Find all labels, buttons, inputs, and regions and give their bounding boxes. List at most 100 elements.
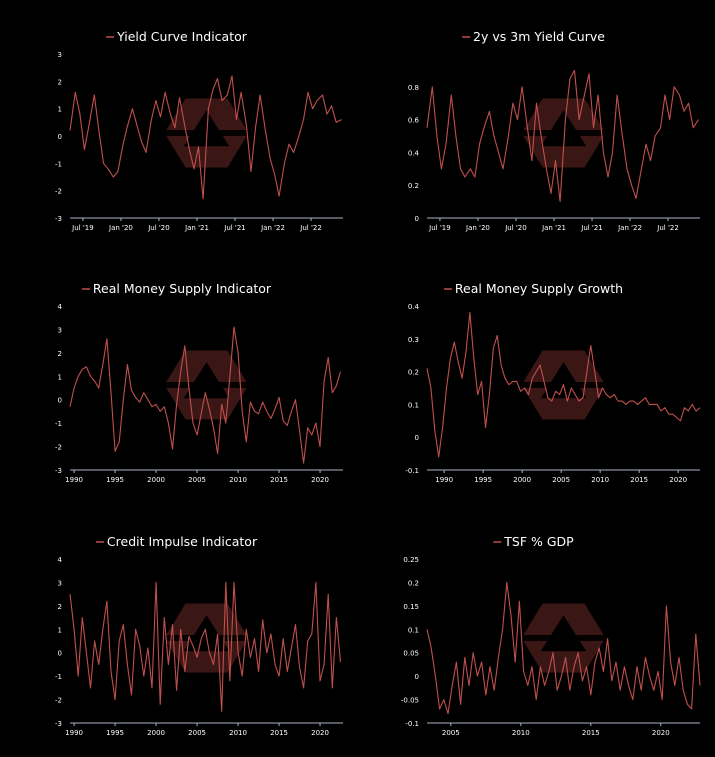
x-tick-label: 2015 <box>270 476 288 484</box>
chart-title: TSF % GDP <box>493 534 574 549</box>
series-line-real-money-supply-growth <box>426 312 701 458</box>
hexagon-arrow-logo <box>521 98 606 168</box>
y-tick-label: 2 <box>58 603 62 611</box>
x-tick-label: 2010 <box>229 476 247 484</box>
y-tick-label: -3 <box>55 467 62 475</box>
chart-title: Credit Impulse Indicator <box>95 534 258 549</box>
series-line-real-money-supply-indicator <box>69 326 342 464</box>
x-tick-label: 2010 <box>512 729 530 737</box>
y-tick-label: 0.4 <box>408 149 420 157</box>
x-tick-label: Jan '22 <box>260 224 285 232</box>
chart-svg: Real Money Supply Growth 0.4 0.3 0.2 0.1 0 -0.… <box>405 281 701 484</box>
y-tick-label: 0.6 <box>408 117 420 125</box>
chart-panel-yield-curve-indicator: Yield Curve Indicator 3 2 1 0 -1 -2 -3 Jul '19 Ja… <box>0 0 357 252</box>
chart-title: Real Money Supply Indicator <box>81 281 272 296</box>
chart-title-text: Real Money Supply Growth <box>455 281 623 296</box>
x-tick-label: 1990 <box>65 729 83 737</box>
chart-svg: Yield Curve Indicator 3 2 1 0 -1 -2 -3 Jul '19 Ja… <box>55 29 343 232</box>
chart-title-text: Credit Impulse Indicator <box>107 534 258 549</box>
chart-svg: TSF % GDP 0.25 0.2 0.15 0.1 0.05 0 -0.05 -0.1 200… <box>401 534 701 737</box>
y-tick-label: -2 <box>55 444 62 452</box>
x-tick-label: Jan '21 <box>184 224 209 232</box>
series-line-tsf-pct-gdp <box>426 581 701 715</box>
y-tick-label: -2 <box>55 697 62 705</box>
hexagon-arrow-logo <box>521 603 606 673</box>
x-tick-label: 2000 <box>147 476 165 484</box>
y-tick-label: 3 <box>58 579 62 587</box>
x-tick-label: Jan '21 <box>541 224 566 232</box>
chart-title-text: 2y vs 3m Yield Curve <box>473 29 605 44</box>
y-tick-label: -0.1 <box>405 467 419 475</box>
y-tick-label: 2 <box>58 78 62 86</box>
y-tick-label: 1 <box>58 373 62 381</box>
y-tick-label: 3 <box>58 51 62 59</box>
x-tick-label: 2005 <box>552 476 570 484</box>
y-tick-label: 0 <box>58 397 62 405</box>
y-tick-label: 0.2 <box>408 369 419 377</box>
x-tick-label: Jul '20 <box>147 224 170 232</box>
chart-panel-real-money-supply-growth: Real Money Supply Growth 0.4 0.3 0.2 0.1 0 -0.… <box>357 252 714 504</box>
chart-title-text: Yield Curve Indicator <box>116 29 248 44</box>
y-tick-label: 0.25 <box>403 556 419 564</box>
chart-title: Real Money Supply Growth <box>443 281 623 296</box>
x-tick-label: Jul '19 <box>428 224 451 232</box>
x-tick-label: 2005 <box>188 476 206 484</box>
x-tick-label: 2005 <box>188 729 206 737</box>
x-tick-label: Jul '21 <box>580 224 603 232</box>
x-tick-label: 1995 <box>106 476 124 484</box>
x-tick-label: 1995 <box>106 729 124 737</box>
x-tick-label: Jul '22 <box>299 224 322 232</box>
y-tick-label: 3 <box>58 326 62 334</box>
y-tick-label: 1 <box>58 106 62 114</box>
chart-panel-2y-vs-3m-yield-curve: 2y vs 3m Yield Curve 0.8 0.6 0.4 0.2 0 Jul '19… <box>357 0 714 252</box>
chart-title: 2y vs 3m Yield Curve <box>462 29 605 44</box>
x-tick-label: Jan '20 <box>465 224 490 232</box>
chart-panel-real-money-supply-indicator: Real Money Supply Indicator 4 3 2 1 0 -1 -2 -3 19… <box>0 252 357 504</box>
x-tick-label: Jul '20 <box>504 224 527 232</box>
hexagon-arrow-logo <box>164 350 249 420</box>
y-tick-label: -0.1 <box>405 720 419 728</box>
x-tick-label: 2005 <box>442 729 460 737</box>
chart-panel-credit-impulse-indicator: Credit Impulse Indicator 4 3 2 1 0 -1 -2 -3 1990 1… <box>0 505 357 757</box>
x-tick-label: 1990 <box>65 476 83 484</box>
x-tick-label: Jan '22 <box>617 224 642 232</box>
x-tick-label: 2010 <box>591 476 609 484</box>
x-tick-label: 2015 <box>630 476 648 484</box>
y-tick-label: 0.2 <box>408 182 419 190</box>
chart-svg: Real Money Supply Indicator43210-1-2-319… <box>55 281 343 484</box>
x-tick-label: 1990 <box>435 476 453 484</box>
chart-svg: 2y vs 3m Yield Curve 0.8 0.6 0.4 0.2 0 Jul '19… <box>408 29 700 232</box>
x-tick-label: 1995 <box>474 476 492 484</box>
y-tick-label: 2 <box>58 350 62 358</box>
y-tick-label: 0.8 <box>408 84 419 92</box>
chart-title: Yield Curve Indicator <box>106 29 248 44</box>
y-tick-label: 0 <box>415 215 419 223</box>
x-tick-label: 2020 <box>311 729 329 737</box>
x-tick-label: Jul '21 <box>223 224 246 232</box>
y-tick-label: 0 <box>415 673 419 681</box>
x-tick-label: 2000 <box>513 476 531 484</box>
x-tick-label: Jul '19 <box>71 224 94 232</box>
chart-title-text: TSF % GDP <box>503 534 574 549</box>
y-tick-label: 1 <box>58 626 62 634</box>
y-tick-label: 0.3 <box>408 336 419 344</box>
series-line-2y-vs-3m-yield-curve <box>426 69 699 203</box>
x-tick-label: 2015 <box>582 729 600 737</box>
x-tick-label: 2000 <box>147 729 165 737</box>
y-tick-label: 0.05 <box>403 650 419 658</box>
y-tick-label: -1 <box>55 673 62 681</box>
y-tick-label: 0.4 <box>408 303 420 311</box>
y-tick-label: 0 <box>58 650 62 658</box>
x-tick-label: 2020 <box>311 476 329 484</box>
series-line-yield-curve-indicator <box>69 75 342 200</box>
y-tick-label: -3 <box>55 215 62 223</box>
x-tick-label: Jul '22 <box>656 224 679 232</box>
chart-panel-tsf-pct-gdp: TSF % GDP 0.25 0.2 0.15 0.1 0.05 0 -0.05 -0.1 200… <box>357 505 714 757</box>
x-tick-label: 2020 <box>652 729 670 737</box>
y-tick-label: 0 <box>58 133 62 141</box>
y-tick-label: 0.15 <box>403 603 419 611</box>
chart-title-text: Real Money Supply Indicator <box>93 281 272 296</box>
y-tick-label: 0 <box>415 434 419 442</box>
y-tick-label: -1 <box>55 160 62 168</box>
